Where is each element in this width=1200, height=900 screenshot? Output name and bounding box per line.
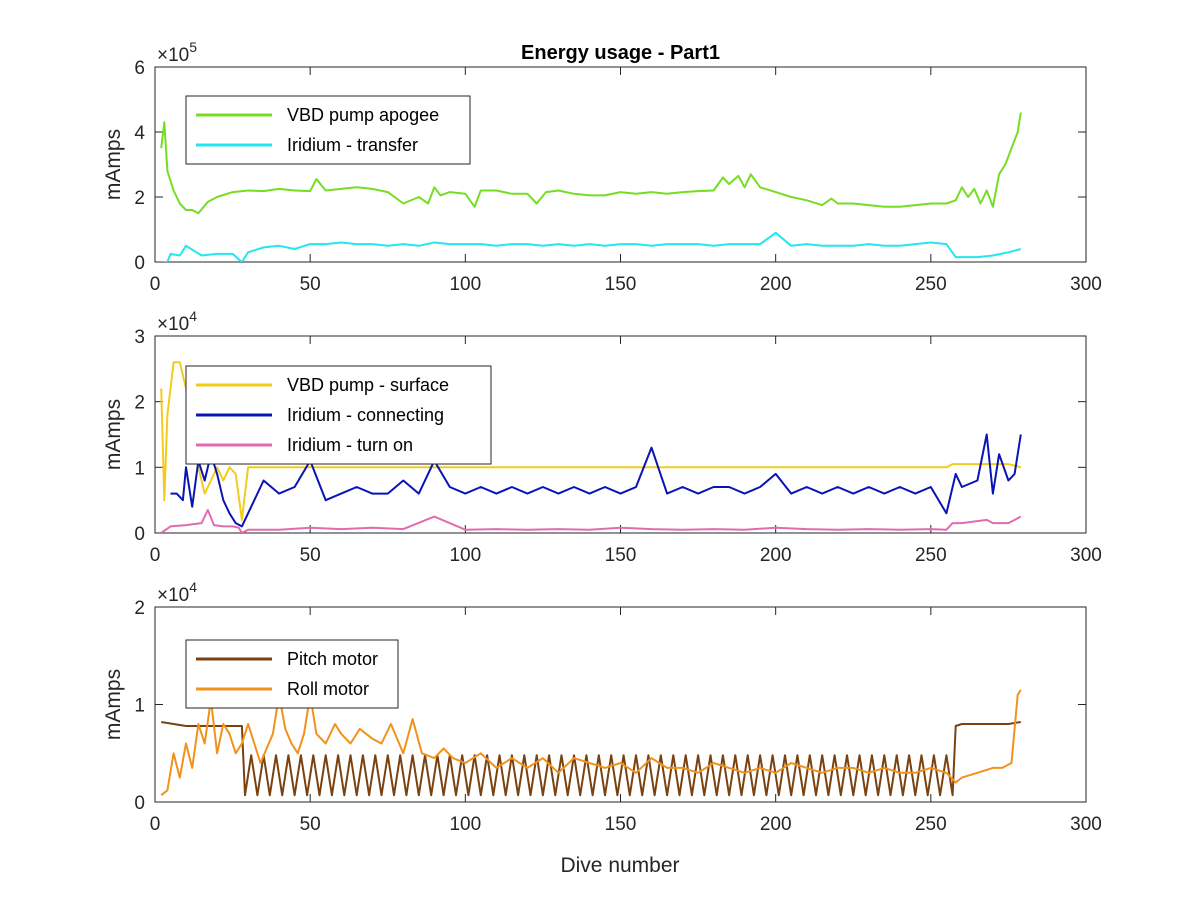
y-tick-label: 2: [134, 393, 145, 414]
legend-box: [185, 639, 399, 709]
x-tick-label: 50: [300, 814, 321, 835]
x-tick-label: 200: [760, 814, 792, 835]
y-tick-label: 0: [134, 524, 145, 545]
y-tick-label: 3: [134, 327, 145, 348]
x-tick-label: 250: [915, 545, 947, 566]
legend-entry: Iridium - transfer: [287, 135, 418, 155]
exponent-power: 4: [189, 579, 197, 595]
chart-title: Energy usage - Part1: [521, 42, 720, 64]
x-tick-label: 200: [760, 274, 792, 295]
legend-entry: Pitch motor: [287, 649, 378, 669]
x-tick-label: 0: [150, 545, 161, 566]
x-tick-label: 0: [150, 274, 161, 295]
exponent-power: 4: [189, 308, 197, 324]
legend-box: [185, 95, 471, 165]
subplot-3: 0 50 100 150 200 250 300 0 1 2 ×104 mAmps Pitch moto…: [102, 579, 1102, 835]
y-exponent-label: ×105: [157, 39, 197, 66]
series-line-iridium-transfer: [161, 231, 1022, 262]
x-axis-label: Dive number: [560, 854, 679, 877]
series-line-pitch-motor: [161, 721, 1021, 797]
y-tick-label: 4: [134, 123, 145, 144]
y-tick-label: 6: [134, 58, 145, 79]
legend-entry: Roll motor: [287, 679, 369, 699]
x-tick-label: 250: [915, 274, 947, 295]
y-tick-label: 0: [134, 793, 145, 814]
legend-entry: VBD pump - surface: [287, 375, 449, 395]
exponent-base: ×10: [157, 585, 189, 606]
x-tick-label: 100: [449, 814, 481, 835]
y-axis-label: mAmps: [102, 399, 125, 470]
series-line-iridium-connecting: [170, 433, 1022, 528]
x-tick-label: 300: [1070, 274, 1102, 295]
legend: VBD pump apogee Iridium - transfer: [185, 95, 471, 165]
exponent-power: 5: [189, 39, 197, 55]
legend-entry: VBD pump apogee: [287, 105, 439, 125]
y-axis-label: mAmps: [102, 669, 125, 740]
x-tick-label: 0: [150, 814, 161, 835]
x-tick-label: 300: [1070, 545, 1102, 566]
y-exponent-label: ×104: [157, 308, 197, 335]
y-tick-label: 1: [134, 696, 145, 717]
legend: VBD pump - surface Iridium - connecting Ir…: [185, 365, 492, 465]
x-tick-label: 200: [760, 545, 792, 566]
x-tick-label: 150: [605, 545, 637, 566]
x-tick-label: 300: [1070, 814, 1102, 835]
y-tick-label: 2: [134, 188, 145, 209]
x-tick-label: 100: [449, 545, 481, 566]
subplot-2: 0 50 100 150 200 250 300 0 1 2 3 ×104 mAmps VBD pump …: [102, 308, 1102, 566]
x-tick-label: 50: [300, 545, 321, 566]
series-line-vbd-pump-surface: [160, 361, 1022, 521]
series-line-roll-motor: [160, 689, 1022, 796]
y-exponent-label: ×104: [157, 579, 197, 606]
series-line-iridium-turn-on: [160, 509, 1022, 533]
legend-entry: Iridium - connecting: [287, 405, 444, 425]
x-tick-label: 50: [300, 274, 321, 295]
x-tick-label: 150: [605, 814, 637, 835]
exponent-base: ×10: [157, 314, 189, 335]
x-tick-label: 150: [605, 274, 637, 295]
subplot-1: 0 50 100 150 200 250 300 0 2 4 6 ×105 mAmps Energy us…: [102, 39, 1102, 295]
legend: Pitch motor Roll motor: [185, 639, 399, 709]
y-tick-label: 2: [134, 598, 145, 619]
y-tick-label: 0: [134, 253, 145, 274]
y-axis-label: mAmps: [102, 129, 125, 200]
y-tick-label: 1: [134, 458, 145, 479]
legend-entry: Iridium - turn on: [287, 435, 413, 455]
exponent-base: ×10: [157, 45, 189, 66]
x-tick-label: 100: [449, 274, 481, 295]
x-tick-label: 250: [915, 814, 947, 835]
series-line-vbd-pump-apogee: [160, 112, 1022, 215]
